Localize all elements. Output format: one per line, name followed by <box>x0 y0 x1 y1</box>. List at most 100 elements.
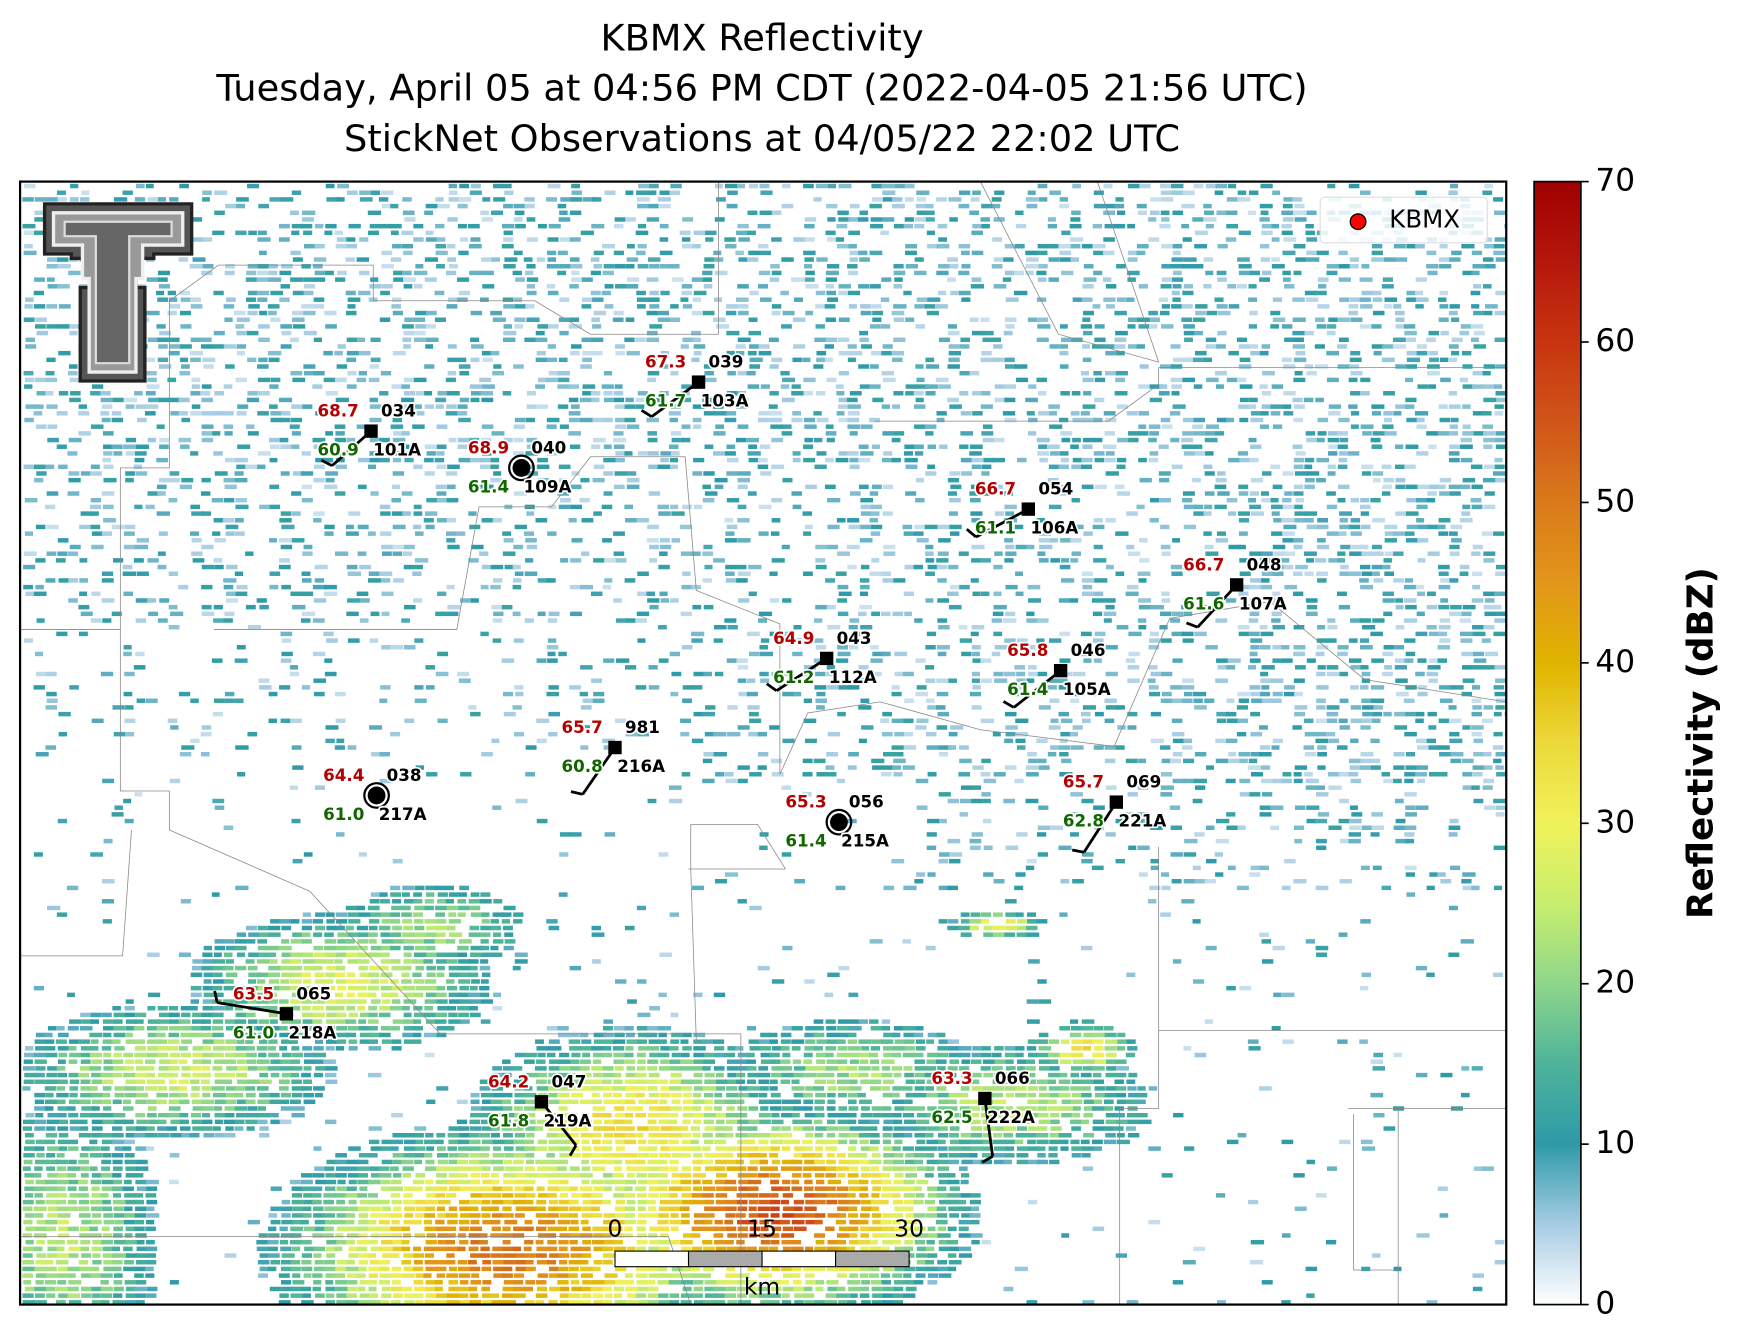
radar-echo <box>649 290 659 296</box>
radar-echo <box>125 1019 137 1024</box>
radar-echo <box>245 925 257 931</box>
radar-echo <box>512 705 522 710</box>
radar-echo <box>1293 491 1304 496</box>
radar-echo <box>637 223 647 229</box>
radar-echo <box>571 344 582 349</box>
radar-echo <box>637 391 648 396</box>
radar-echo <box>458 357 467 363</box>
radar-echo <box>802 571 813 576</box>
radar-echo <box>925 203 934 209</box>
radar-echo <box>168 497 178 503</box>
radar-echo <box>312 437 326 443</box>
radar-echo <box>259 604 269 610</box>
radar-echo <box>445 531 457 536</box>
radar-echo <box>659 538 670 543</box>
radar-echo <box>870 531 881 536</box>
radar-echo <box>769 411 783 416</box>
radar-echo <box>1138 624 1147 630</box>
radar-echo <box>434 290 445 296</box>
radar-echo <box>1294 471 1308 476</box>
radar-echo <box>1305 939 1315 944</box>
radar-echo <box>281 1019 292 1024</box>
radar-echo <box>323 377 336 383</box>
radar-echo <box>1484 598 1495 603</box>
radar-echo <box>601 384 614 389</box>
radar-echo <box>972 685 981 690</box>
radar-echo <box>457 912 466 917</box>
radar-echo <box>1038 705 1051 710</box>
radar-echo <box>469 243 482 249</box>
radar-echo <box>1384 538 1397 543</box>
radar-echo <box>256 277 270 282</box>
radar-echo <box>980 317 990 322</box>
radar-echo <box>725 531 735 536</box>
radar-echo <box>493 992 502 998</box>
radar-echo <box>1092 304 1101 309</box>
radar-echo <box>603 370 613 376</box>
radar-echo <box>447 357 459 363</box>
radar-echo <box>1337 317 1350 322</box>
radar-echo <box>413 952 427 957</box>
radar-echo <box>1370 497 1381 503</box>
radar-echo <box>58 391 69 396</box>
radar-echo <box>337 183 350 189</box>
radar-echo <box>735 344 746 349</box>
radar-echo <box>102 778 115 784</box>
radar-echo <box>1449 304 1460 309</box>
radar-echo <box>871 524 883 530</box>
radar-echo <box>590 270 601 276</box>
radar-echo <box>102 1039 116 1044</box>
radar-echo <box>1239 417 1249 423</box>
radar-echo <box>1050 745 1060 750</box>
radar-echo <box>1371 243 1383 249</box>
radar-echo <box>245 604 256 610</box>
radar-echo <box>1103 411 1116 416</box>
radar-echo <box>224 611 235 617</box>
radar-echo <box>223 939 235 944</box>
radar-echo <box>1047 685 1057 690</box>
radar-echo <box>1339 524 1353 530</box>
radar-echo <box>547 237 559 242</box>
radar-echo <box>23 250 37 256</box>
radar-echo <box>201 564 215 570</box>
radar-echo <box>959 745 969 750</box>
radar-echo <box>615 424 627 429</box>
radar-echo <box>326 965 338 971</box>
radar-echo <box>994 511 1004 516</box>
radar-echo <box>847 411 860 416</box>
radar-echo <box>1448 344 1459 349</box>
radar-echo <box>23 317 35 322</box>
radar-echo <box>959 798 973 804</box>
radar-echo <box>793 691 802 697</box>
radar-echo <box>824 484 836 490</box>
radar-echo <box>303 852 313 857</box>
radar-echo <box>635 397 649 403</box>
radar-echo <box>1294 765 1308 770</box>
radar-echo <box>536 718 550 724</box>
radar-echo <box>792 357 802 363</box>
radar-echo <box>1082 705 1096 710</box>
radar-echo <box>760 638 770 643</box>
radar-echo <box>392 350 406 356</box>
radar-echo <box>536 464 550 470</box>
radar-echo <box>972 411 983 416</box>
radar-echo <box>347 912 360 917</box>
radar-echo <box>1459 571 1469 576</box>
radar-echo <box>749 364 761 369</box>
radar-echo <box>624 451 633 456</box>
radar-echo <box>803 377 816 383</box>
radar-echo <box>1439 638 1451 643</box>
radar-echo <box>1259 203 1273 209</box>
radar-echo <box>1384 431 1397 436</box>
radar-echo <box>892 404 901 409</box>
radar-echo <box>347 745 357 750</box>
radar-echo <box>804 217 817 222</box>
radar-echo <box>1381 491 1391 496</box>
radar-echo <box>325 972 339 978</box>
radar-echo <box>647 524 659 530</box>
radar-echo <box>91 531 105 536</box>
radar-echo <box>480 584 489 590</box>
radar-echo <box>157 491 166 496</box>
radar-echo <box>972 591 981 597</box>
radar-echo <box>190 738 200 744</box>
